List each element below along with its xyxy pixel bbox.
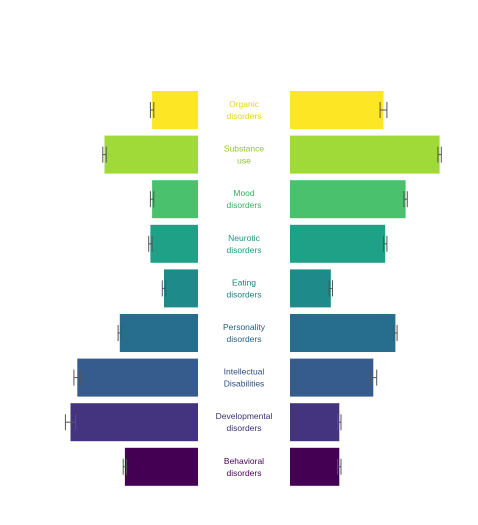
category-label-6: Intellectual Disabilities: [224, 367, 265, 389]
right-error-bar-3: [383, 235, 388, 252]
category-label-8: Behavioral disorders: [224, 456, 264, 478]
left-error-bar-0: [149, 102, 155, 118]
category-label-7: Developmental disorders: [216, 411, 273, 433]
left-error-bar-7: [64, 414, 77, 431]
right-error-bar-2: [403, 191, 408, 208]
category-label-2: Mood disorders: [227, 188, 262, 210]
left-error-bar-2: [149, 191, 155, 208]
left-error-bar-8: [122, 458, 128, 475]
right-bar-1: [290, 135, 440, 174]
category-label-4: Eating disorders: [227, 277, 262, 299]
right-bar-2: [290, 180, 406, 219]
right-error-bar-8: [337, 458, 342, 475]
category-label-0: Organic disorders: [227, 99, 262, 121]
left-error-bar-3: [148, 235, 153, 252]
right-bar-0: [290, 91, 384, 129]
category-label-3: Neurotic disorders: [227, 233, 262, 255]
right-bar-3: [290, 224, 386, 263]
left-bar-8: [124, 447, 198, 486]
left-bar-3: [150, 224, 198, 263]
left-bar-4: [164, 269, 198, 308]
right-bar-4: [290, 269, 331, 308]
right-error-bar-1: [437, 146, 442, 163]
left-bar-2: [152, 180, 198, 219]
category-label-1: Substance use: [224, 144, 264, 166]
left-bar-7: [70, 403, 198, 442]
right-bar-6: [290, 358, 374, 397]
left-error-bar-4: [161, 280, 167, 297]
right-error-bar-6: [369, 369, 378, 386]
left-bar-6: [77, 358, 198, 397]
right-error-bar-4: [328, 280, 333, 297]
left-bar-1: [104, 135, 198, 174]
right-bar-8: [290, 447, 340, 486]
left-error-bar-5: [117, 325, 122, 341]
left-bar-5: [119, 314, 198, 352]
left-error-bar-6: [73, 369, 82, 386]
right-error-bar-5: [393, 325, 398, 341]
right-error-bar-7: [337, 414, 342, 431]
right-bar-5: [290, 314, 396, 352]
left-error-bar-1: [102, 146, 107, 163]
right-error-bar-0: [379, 102, 388, 118]
left-bar-0: [152, 91, 198, 129]
category-label-5: Personality disorders: [223, 322, 266, 344]
right-bar-7: [290, 403, 340, 442]
